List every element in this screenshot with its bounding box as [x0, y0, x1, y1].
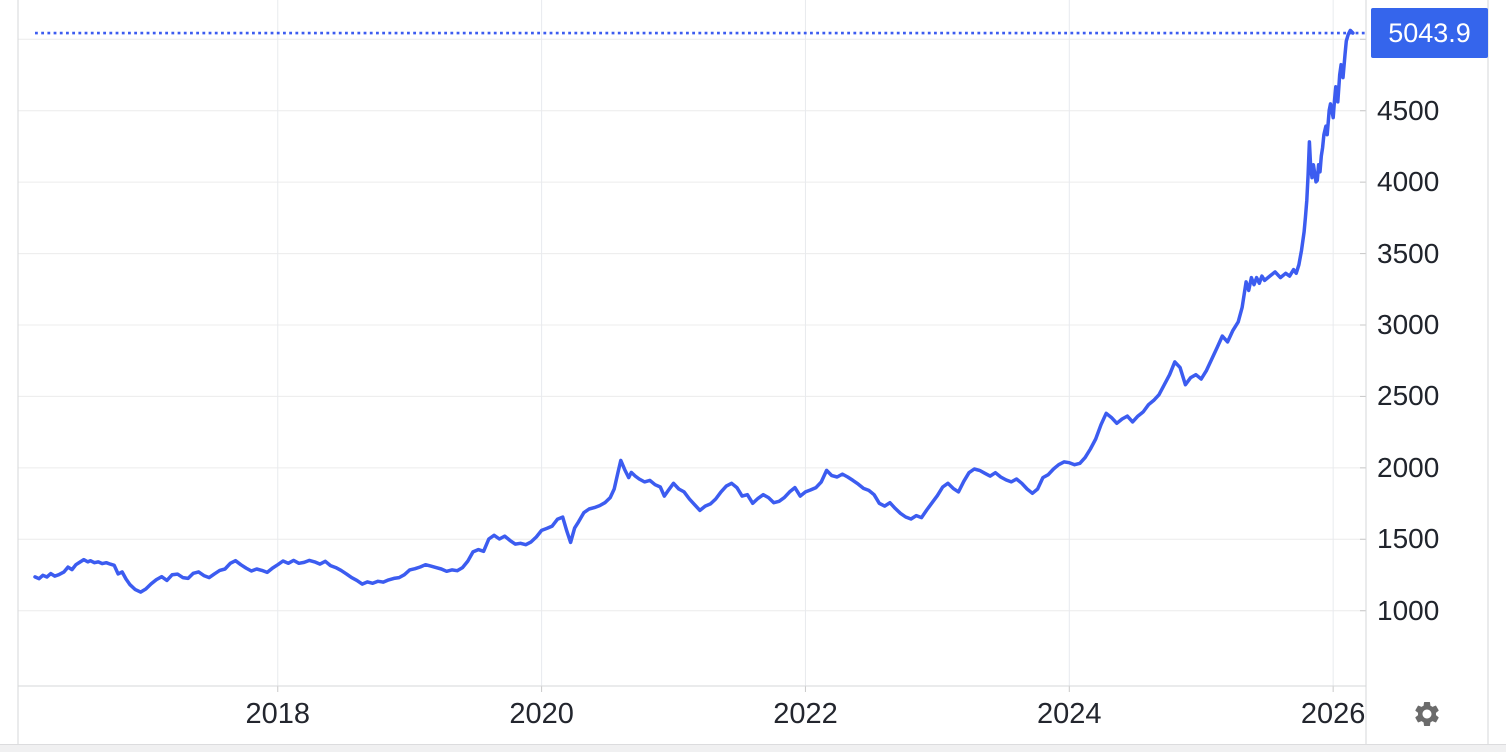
y-axis-label: 2500: [1377, 380, 1440, 412]
x-axis-label: 2018: [245, 698, 310, 730]
x-axis-label: 2026: [1300, 698, 1366, 730]
x-axis-label: 2022: [773, 698, 838, 730]
page-edge-strip: [0, 744, 1506, 752]
y-axis-label: 2000: [1377, 451, 1440, 483]
y-axis-label: 4500: [1377, 94, 1440, 126]
price-line: [33, 28, 1355, 594]
chart-settings-button[interactable]: [1408, 695, 1446, 733]
current-price-badge: 5043.9: [1371, 8, 1488, 58]
y-axis-label: 3000: [1377, 309, 1440, 340]
y-axis-label: 3500: [1377, 237, 1440, 269]
x-axis-label: 2024: [1037, 698, 1102, 730]
y-axis-label: 1500: [1377, 523, 1440, 555]
y-axis-label: 1000: [1377, 594, 1440, 626]
x-axis-label: 2020: [509, 698, 574, 730]
y-axis-label: 4000: [1377, 166, 1440, 198]
gear-icon: [1415, 702, 1439, 726]
